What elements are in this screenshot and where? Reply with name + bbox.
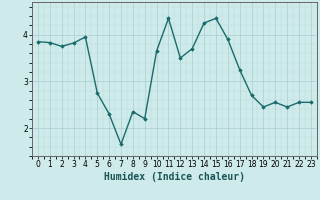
X-axis label: Humidex (Indice chaleur): Humidex (Indice chaleur) <box>104 172 245 182</box>
